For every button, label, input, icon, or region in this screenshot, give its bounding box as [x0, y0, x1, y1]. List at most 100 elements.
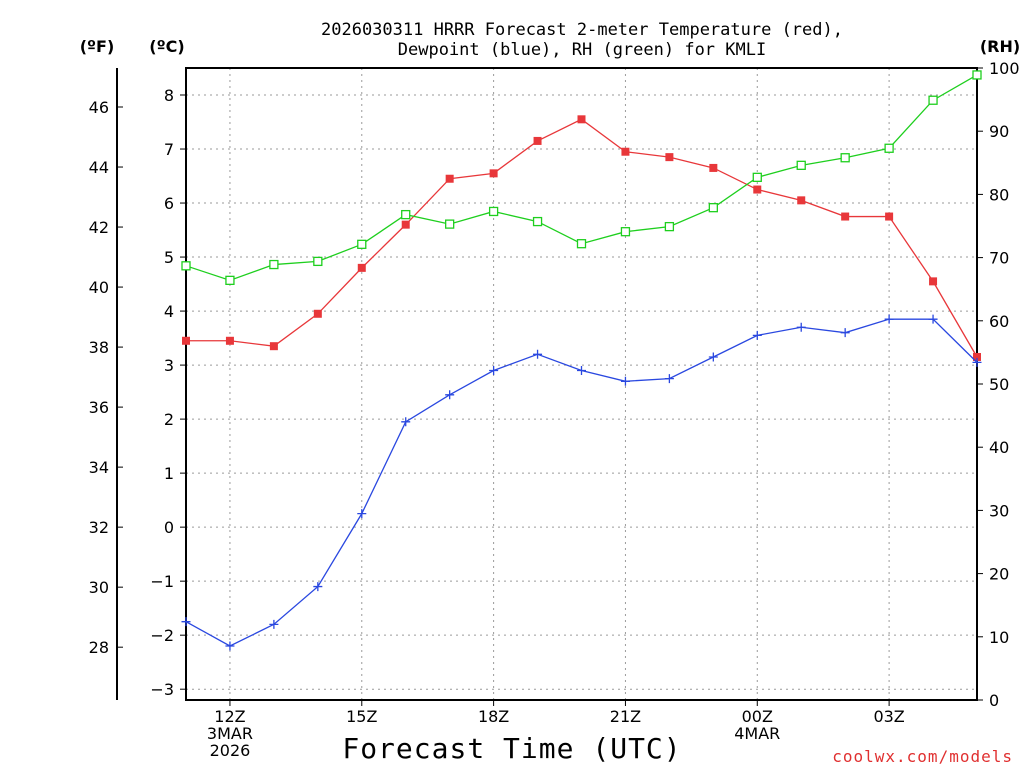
- x-tick-label: 03Z: [873, 707, 904, 726]
- rh-unit-label: (RH): [980, 37, 1020, 56]
- dewpoint-point: [972, 357, 982, 367]
- rh-tick-label: 10: [989, 628, 1009, 647]
- dewpoint-point: [840, 328, 850, 338]
- rh-series: [181, 70, 982, 286]
- credit-text: coolwx.com/models: [832, 747, 1013, 766]
- x-tick-label: 00Z: [742, 707, 773, 726]
- rh-point: [269, 259, 279, 270]
- temperature-point: [225, 336, 234, 345]
- x-tick-label: 4MAR: [734, 724, 780, 743]
- temperature-point: [973, 352, 981, 361]
- fahrenheit-tick-label: 38: [89, 338, 109, 357]
- celsius-tick-label: 0: [164, 518, 174, 537]
- temperature-point: [313, 309, 322, 318]
- rh-tick-label: 80: [989, 185, 1009, 204]
- rh-point: [796, 160, 806, 170]
- celsius-unit-label: (ºC): [149, 37, 184, 56]
- x-tick-label: 12Z: [214, 707, 245, 726]
- dewpoint-point: [664, 374, 674, 384]
- dewpoint-point: [884, 314, 894, 324]
- rh-point: [884, 143, 894, 153]
- dewpoint-point: [181, 617, 191, 627]
- dewpoint-point: [796, 322, 806, 332]
- dewpoint-point: [620, 376, 630, 386]
- temperature-point: [709, 163, 718, 172]
- celsius-tick-label: 5: [164, 248, 174, 267]
- fahrenheit-tick-label: 32: [89, 518, 109, 537]
- temperature-point: [753, 185, 762, 194]
- rh-point: [620, 227, 631, 237]
- temperature-series: [182, 115, 981, 361]
- celsius-tick-label: −2: [150, 626, 174, 645]
- temperature-point: [929, 277, 938, 286]
- fahrenheit-tick-label: 28: [89, 638, 109, 657]
- fahrenheit-tick-label: 34: [89, 458, 109, 477]
- x-axis-label: Forecast Time (UTC): [342, 732, 681, 765]
- rh-tick-label: 90: [989, 122, 1009, 141]
- celsius-tick-label: 2: [164, 410, 174, 429]
- rh-point: [445, 219, 455, 229]
- dewpoint-point: [313, 582, 323, 592]
- temperature-point: [182, 336, 190, 345]
- rh-tick-label: 0: [989, 691, 999, 710]
- x-tick-label: 3MAR: [207, 724, 253, 743]
- rh-point: [225, 275, 235, 286]
- rh-point: [576, 239, 587, 249]
- rh-point: [357, 239, 367, 249]
- temperature-point: [357, 263, 366, 272]
- rh-point: [708, 203, 718, 213]
- celsius-tick-label: 7: [164, 140, 174, 159]
- fahrenheit-tick-label: 42: [89, 218, 109, 237]
- dewpoint-point: [269, 619, 279, 629]
- x-tick-label: 18Z: [478, 707, 509, 726]
- gridlines: [186, 68, 977, 700]
- temperature-point: [885, 212, 894, 221]
- celsius-tick-label: 8: [164, 86, 174, 105]
- rh-tick-label: 50: [989, 375, 1009, 394]
- rh-tick-label: 30: [989, 501, 1009, 520]
- dewpoint-point: [357, 509, 367, 519]
- rh-tick-label: 100: [989, 59, 1020, 78]
- rh-point: [664, 221, 675, 232]
- data-series: [181, 70, 982, 651]
- chart-title-line-2: Dewpoint (blue), RH (green) for KMLI: [398, 40, 766, 60]
- celsius-tick-label: 4: [164, 302, 174, 321]
- chart-title-line-1: 2026030311 HRRR Forecast 2-meter Tempera…: [321, 20, 843, 40]
- dewpoint-series: [181, 314, 982, 651]
- dewpoint-point: [489, 365, 499, 375]
- fahrenheit-tick-label: 40: [89, 278, 109, 297]
- rh-point: [928, 95, 938, 105]
- temperature-point: [401, 220, 410, 229]
- dewpoint-point: [708, 352, 718, 362]
- temperature-point: [445, 174, 454, 183]
- plot-frame: [185, 67, 978, 701]
- rh-point: [313, 256, 323, 267]
- dewpoint-point: [401, 417, 411, 427]
- rh-point: [752, 172, 762, 182]
- dewpoint-point: [577, 365, 586, 375]
- fahrenheit-tick-label: 44: [89, 158, 109, 177]
- x-tick-label: 2026: [210, 741, 251, 760]
- x-tick-label: 15Z: [346, 707, 377, 726]
- rh-line: [185, 74, 978, 282]
- fahrenheit-tick-label: 36: [89, 398, 109, 417]
- temperature-point: [489, 169, 498, 178]
- celsius-tick-label: 6: [164, 194, 174, 213]
- temperature-point: [797, 196, 806, 205]
- rh-point: [401, 209, 411, 220]
- rh-point: [532, 216, 543, 227]
- rh-point: [181, 261, 191, 271]
- fahrenheit-tick-label: 46: [89, 98, 109, 117]
- rh-tick-label: 40: [989, 438, 1009, 457]
- celsius-tick-label: −1: [150, 572, 174, 591]
- dewpoint-point: [225, 641, 235, 651]
- temperature-point: [533, 136, 542, 145]
- dewpoint-point: [928, 314, 938, 324]
- rh-tick-label: 60: [989, 312, 1009, 331]
- celsius-tick-label: −3: [150, 680, 174, 699]
- temperature-point: [269, 342, 278, 351]
- axes: −3−2−10123456782830323436384042444601020…: [89, 59, 1020, 710]
- dewpoint-point: [533, 349, 543, 359]
- fahrenheit-unit-label: (ºF): [80, 37, 115, 56]
